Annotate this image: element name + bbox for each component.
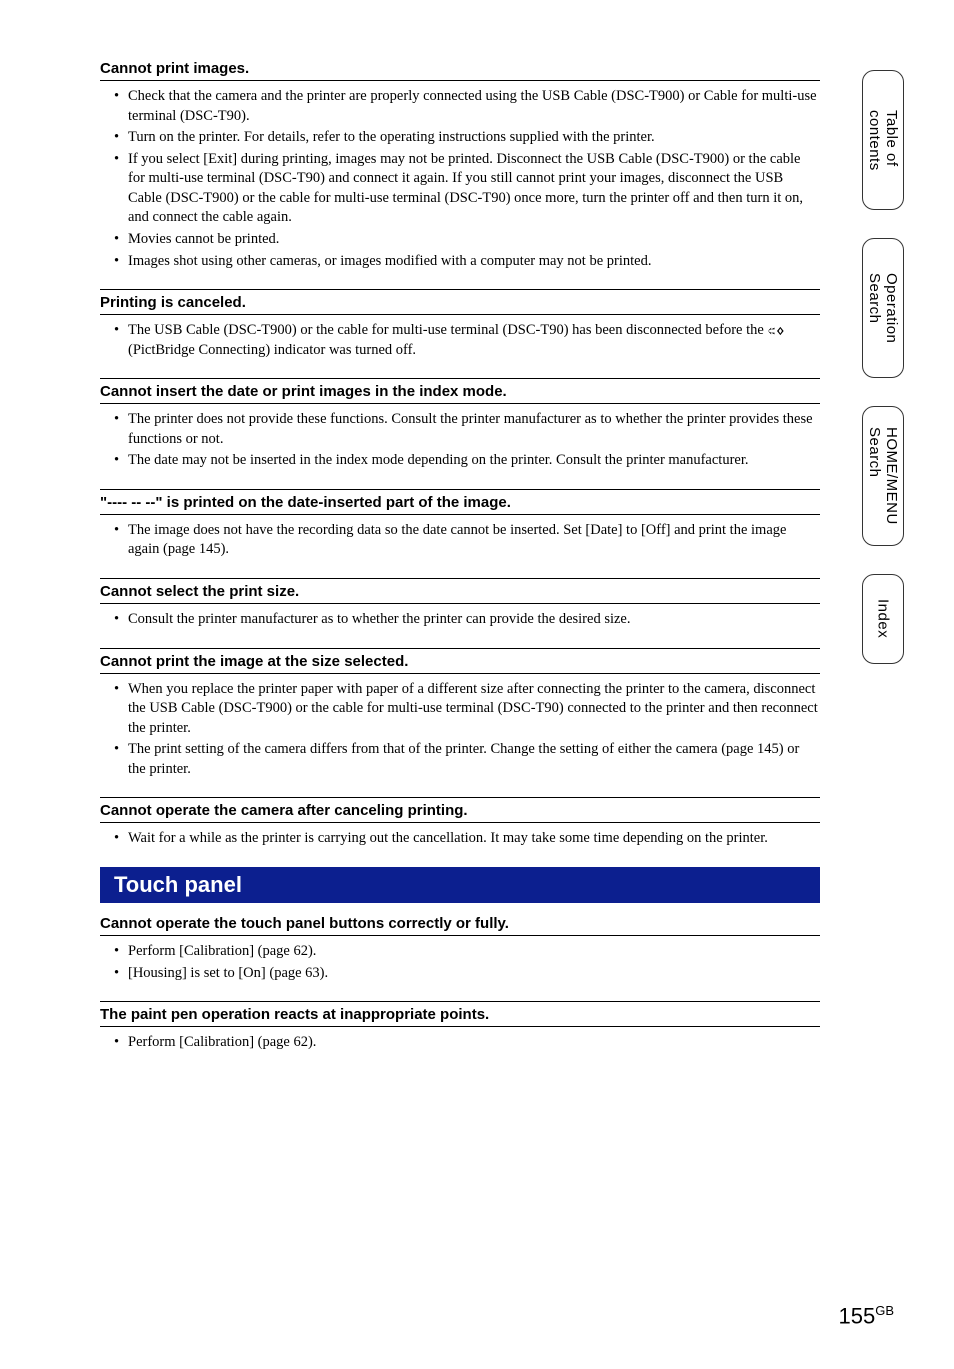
section-list: Wait for a while as the printer is carry… <box>100 829 820 849</box>
list-item: The date may not be inserted in the inde… <box>128 451 820 471</box>
troubleshoot-section: Printing is canceled. The USB Cable (DSC-… <box>100 289 820 360</box>
troubleshoot-section: Cannot insert the date or print images i… <box>100 378 820 471</box>
troubleshoot-section: Cannot print the image at the size selec… <box>100 648 820 780</box>
section-list: The printer does not provide these funct… <box>100 410 820 471</box>
main-content: Cannot print images. Check that the camer… <box>100 60 820 1053</box>
section-title: Cannot select the print size. <box>100 578 820 604</box>
nav-tab[interactable]: Operation Search <box>862 238 904 378</box>
nav-tab[interactable]: Index <box>862 574 904 664</box>
troubleshoot-section: Cannot operate the touch panel buttons c… <box>100 915 820 983</box>
section-list: Perform [Calibration] (page 62). <box>100 1033 820 1053</box>
section-list: The image does not have the recording da… <box>100 521 820 560</box>
troubleshoot-section: "---- -- --" is printed on the date-inse… <box>100 489 820 560</box>
list-item: Turn on the printer. For details, refer … <box>128 128 820 148</box>
list-item: The print setting of the camera differs … <box>128 740 820 779</box>
section-title: The paint pen operation reacts at inappr… <box>100 1001 820 1027</box>
section-list: Perform [Calibration] (page 62).[Housing… <box>100 942 820 983</box>
section-list: Check that the camera and the printer ar… <box>100 87 820 271</box>
troubleshoot-section: The paint pen operation reacts at inappr… <box>100 1001 820 1053</box>
list-item: Perform [Calibration] (page 62). <box>128 1033 820 1053</box>
section-list: When you replace the printer paper with … <box>100 680 820 780</box>
section-title: "---- -- --" is printed on the date-inse… <box>100 489 820 515</box>
list-item: Images shot using other cameras, or imag… <box>128 252 820 272</box>
pictbridge-icon <box>767 325 787 337</box>
section-title: Cannot operate the touch panel buttons c… <box>100 915 820 936</box>
nav-tab[interactable]: HOME/MENU Search <box>862 406 904 546</box>
list-item: The image does not have the recording da… <box>128 521 820 560</box>
list-item: Wait for a while as the printer is carry… <box>128 829 820 849</box>
list-item: [Housing] is set to [On] (page 63). <box>128 964 820 984</box>
section-title: Printing is canceled. <box>100 289 820 315</box>
list-item: Movies cannot be printed. <box>128 230 820 250</box>
list-item: If you select [Exit] during printing, im… <box>128 150 820 228</box>
list-item: Consult the printer manufacturer as to w… <box>128 610 820 630</box>
section-title: Cannot print the image at the size selec… <box>100 648 820 674</box>
list-item: Check that the camera and the printer ar… <box>128 87 820 126</box>
touch-panel-banner: Touch panel <box>100 867 820 903</box>
section-title: Cannot print images. <box>100 60 820 81</box>
list-item: Perform [Calibration] (page 62). <box>128 942 820 962</box>
section-title: Cannot operate the camera after cancelin… <box>100 797 820 823</box>
list-item: The printer does not provide these funct… <box>128 410 820 449</box>
section-title: Cannot insert the date or print images i… <box>100 378 820 404</box>
troubleshoot-section: Cannot select the print size. Consult the… <box>100 578 820 630</box>
page-number: 155GB <box>838 1303 894 1329</box>
list-item: When you replace the printer paper with … <box>128 680 820 739</box>
list-item: The USB Cable (DSC-T900) or the cable fo… <box>128 321 820 360</box>
nav-tab[interactable]: Table of contents <box>862 70 904 210</box>
troubleshoot-section: Cannot print images. Check that the camer… <box>100 60 820 271</box>
side-tabs: Table of contents Operation Search HOME/ME… <box>862 70 904 664</box>
troubleshoot-section: Cannot operate the camera after cancelin… <box>100 797 820 849</box>
section-list: Consult the printer manufacturer as to w… <box>100 610 820 630</box>
section-list: The USB Cable (DSC-T900) or the cable fo… <box>100 321 820 360</box>
